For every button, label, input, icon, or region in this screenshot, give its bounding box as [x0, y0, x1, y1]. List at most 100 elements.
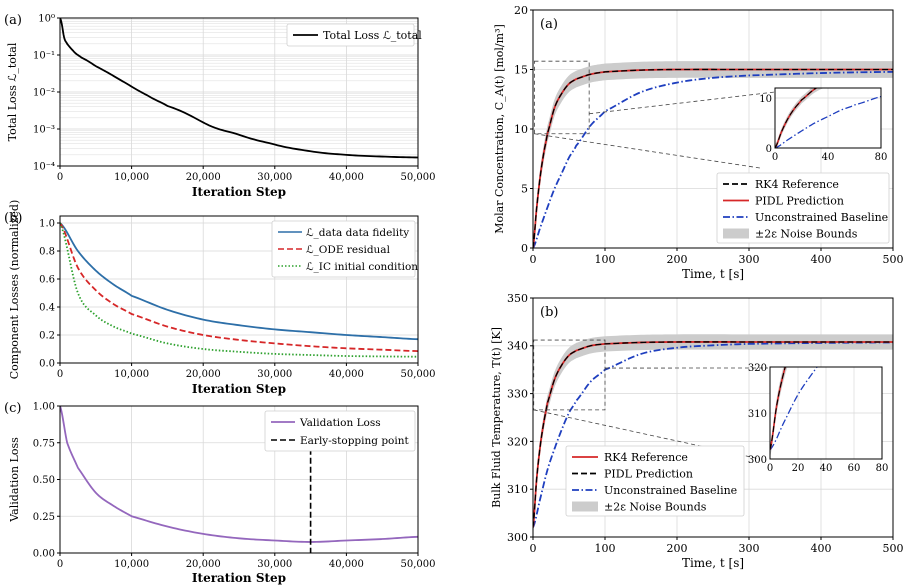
- loss-total-ytick-label: 10⁻⁴: [33, 162, 55, 173]
- component-loss-line: [60, 222, 418, 341]
- y-axis-label: Validation Loss: [8, 437, 21, 523]
- loss-total-xtick-label: 30,000: [257, 172, 292, 183]
- x-axis-label: Iteration Step: [192, 571, 286, 585]
- component-losses-xtick-label: 30,000: [257, 369, 292, 380]
- loss-total-ytick-label: 10⁻²: [33, 88, 55, 99]
- loss-total-ytick-label: 10⁰: [38, 14, 55, 25]
- zoom-connector: [589, 91, 776, 115]
- temperature-ytick-label: 330: [507, 387, 528, 400]
- loss-total-frame: [59, 17, 419, 167]
- loss-total-xtick-label: 10,000: [114, 172, 149, 183]
- legend-entry: PIDL Prediction: [604, 468, 693, 481]
- loss-total-ytick-label: 10⁻³: [33, 125, 55, 136]
- legend-entry: Total Loss ℒ_total: [323, 29, 422, 42]
- inset-xtick-label: 0: [767, 463, 773, 474]
- x-axis-label: Time, t [s]: [682, 556, 744, 570]
- baseline-line: [533, 341, 893, 528]
- component-losses-ytick-label: 0.8: [39, 247, 55, 258]
- concentration-xtick-label: 500: [883, 253, 904, 266]
- inset-ytick-label: 320: [748, 363, 767, 374]
- legend-box: [286, 23, 415, 47]
- x-axis-label: Iteration Step: [192, 185, 286, 199]
- concentration-xtick-label: 300: [739, 253, 760, 266]
- validation-loss-ytick-label: 0.00: [33, 549, 55, 560]
- component-losses-frame: [59, 215, 419, 364]
- inset: [774, 87, 882, 149]
- loss-total-ytick-label: 10⁻¹: [33, 51, 55, 62]
- noise-band: [533, 61, 893, 248]
- validation-loss-xtick-label: 0: [57, 559, 63, 570]
- component-losses-xtick-label: 40,000: [329, 369, 364, 380]
- temperature-ytick-label: 350: [507, 292, 528, 305]
- loss-total-xtick-label: 0: [57, 172, 63, 183]
- inset-ytick-label: 10: [759, 94, 772, 105]
- validation-loss-line: [60, 406, 418, 543]
- inset-xtick-label: 80: [875, 152, 888, 163]
- legend-entry: ±2ε Noise Bounds: [755, 228, 858, 241]
- validation-loss-xtick-label: 30,000: [257, 559, 292, 570]
- zoom-region: [533, 339, 606, 411]
- component-losses-ytick-label: 0.6: [39, 275, 55, 286]
- concentration-xtick-label: 200: [667, 253, 688, 266]
- temperature-ytick-label: 320: [507, 435, 528, 448]
- inset-xtick-label: 20: [792, 463, 805, 474]
- inset-xtick-label: 80: [876, 463, 889, 474]
- inset-ytick-label: 0: [766, 144, 772, 155]
- y-axis-label: Bulk Fluid Temperature, T(t) [K]: [490, 327, 503, 508]
- legend-entry: ±2ε Noise Bounds: [604, 501, 707, 514]
- legend-entry: Validation Loss: [299, 417, 381, 429]
- zoom-region: [534, 60, 590, 135]
- inset-xtick-label: 40: [822, 152, 835, 163]
- temperature-xtick-label: 400: [811, 542, 832, 555]
- zoom-connector: [534, 133, 761, 169]
- panel-label: (a): [540, 17, 558, 32]
- baseline-line: [533, 70, 893, 248]
- legend-box: [716, 172, 890, 244]
- legend-entry: Unconstrained Baseline: [755, 211, 888, 224]
- y-axis-label: Molar Concentration, C_A(t) [mol/m³]: [493, 24, 506, 234]
- inset-frame: [774, 87, 882, 149]
- component-losses-ytick-label: 0.4: [39, 303, 55, 314]
- panel-label: (b): [540, 305, 558, 320]
- temperature-ytick-label: 340: [507, 340, 528, 353]
- component-loss-line: [60, 222, 418, 352]
- inset: [769, 366, 883, 460]
- component-losses-xtick-label: 50,000: [401, 369, 436, 380]
- y-axis-label: Total Loss ℒ_total: [6, 42, 19, 141]
- rk4-line: [533, 68, 893, 248]
- temperature-ytick-label: 310: [507, 483, 528, 496]
- concentration-ytick-label: 5: [521, 182, 528, 195]
- inset-xtick-label: 0: [772, 152, 778, 163]
- legend-entry: PIDL Prediction: [755, 195, 844, 208]
- loss-total-xtick-label: 40,000: [329, 172, 364, 183]
- component-losses-xtick-label: 0: [57, 369, 63, 380]
- temperature-xtick-label: 200: [667, 542, 688, 555]
- legend-box: [271, 220, 416, 278]
- panel-label: (c): [4, 401, 21, 416]
- component-losses-xtick-label: 20,000: [186, 369, 221, 380]
- validation-loss-ytick-label: 1.00: [33, 402, 55, 413]
- inset-ytick-label: 300: [748, 455, 767, 466]
- inset-xtick-label: 40: [820, 463, 833, 474]
- inset-ytick-label: 310: [748, 409, 767, 420]
- validation-loss-ytick-label: 0.75: [33, 438, 55, 449]
- validation-loss-frame: [59, 405, 419, 554]
- inset-frame: [769, 366, 883, 460]
- concentration-xtick-label: 100: [595, 253, 616, 266]
- panel-label: (b): [4, 211, 22, 226]
- validation-loss-xtick-label: 10,000: [114, 559, 149, 570]
- temperature-frame: [532, 297, 894, 538]
- inset-baseline-line: [775, 95, 881, 148]
- pidl-line: [533, 341, 893, 528]
- validation-loss-xtick-label: 50,000: [401, 559, 436, 570]
- concentration-frame: [532, 9, 894, 249]
- validation-loss-xtick-label: 20,000: [186, 559, 221, 570]
- text-layer: 0 10,000 20,000 30,000 40,000 50,000 10⁻⁴ 10⁻³ 1…: [4, 4, 904, 585]
- validation-loss-ytick-label: 0.25: [33, 512, 55, 523]
- component-loss-line: [60, 222, 418, 358]
- legend-swatch: [572, 501, 598, 512]
- component-losses-ytick-label: 1.0: [39, 219, 55, 230]
- total-loss-line: [60, 18, 418, 159]
- validation-loss-xtick-label: 40,000: [329, 559, 364, 570]
- temperature-ytick-label: 300: [507, 531, 528, 544]
